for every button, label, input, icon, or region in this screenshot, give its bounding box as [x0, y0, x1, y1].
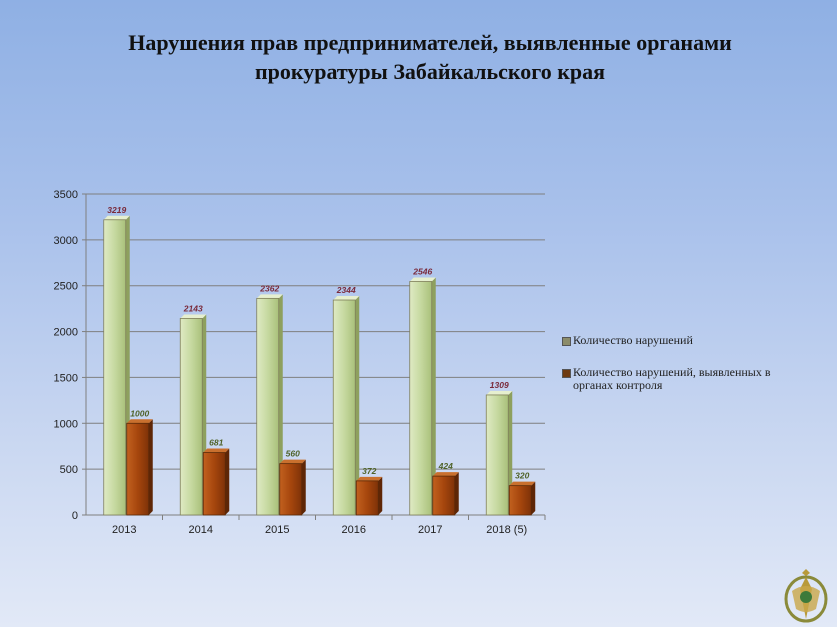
legend-label-total: Количество нарушений [573, 333, 693, 347]
x-tick-label: 2015 [265, 524, 289, 536]
bar-top-control [279, 459, 306, 464]
legend-item-total: Количество нарушений [562, 334, 792, 347]
y-tick-label: 1000 [54, 418, 78, 430]
bar-top-total [486, 390, 513, 395]
prosecutor-emblem-icon [784, 569, 828, 623]
data-label-total: 2344 [336, 285, 356, 295]
bar-top-total [180, 314, 207, 319]
bar-control [432, 475, 456, 516]
bar-control [279, 463, 303, 516]
bar-side-total [278, 294, 283, 515]
bar-top-control [509, 481, 536, 486]
bar-side-control [301, 459, 306, 515]
y-tick-label: 500 [60, 464, 78, 476]
y-tick-label: 3500 [54, 189, 78, 201]
bar-top-total [256, 294, 283, 299]
title-line-1: Нарушения прав предпринимателей, выявлен… [128, 30, 732, 55]
bar-top-total [103, 215, 130, 220]
bar-top-control [126, 419, 153, 424]
data-label-total: 1309 [490, 380, 509, 390]
y-tick-label: 1500 [54, 372, 78, 384]
bar-total [485, 394, 509, 516]
data-label-control: 424 [438, 461, 453, 471]
bar-side-control [454, 472, 459, 515]
data-label-total: 2143 [183, 303, 203, 313]
legend-label-control: Количество нарушений, выявленных в орган… [573, 365, 771, 392]
data-label-total: 3219 [107, 205, 126, 215]
data-label-total: 2362 [259, 283, 279, 293]
data-label-control: 372 [362, 466, 376, 476]
bar-side-control [225, 448, 230, 515]
bar-control [355, 480, 379, 516]
x-tick-label: 2014 [189, 524, 213, 536]
legend-swatch-control [562, 369, 571, 378]
y-tick-label: 0 [72, 510, 78, 522]
bar-control [202, 452, 226, 516]
bar-side-control [531, 481, 536, 515]
bar-side-control [378, 476, 383, 515]
bar-side-total [431, 277, 436, 515]
data-label-control: 560 [286, 449, 300, 459]
x-tick-label: 2013 [112, 524, 136, 536]
title-line-2: прокуратуры Забайкальского края [254, 59, 606, 84]
data-label-control: 1000 [130, 408, 149, 418]
y-tick-label: 2500 [54, 281, 78, 293]
data-label-total: 2546 [412, 266, 432, 276]
bar-top-total [333, 296, 360, 301]
bar-top-total [409, 277, 436, 282]
bar-side-total [355, 296, 360, 515]
bar-total [103, 219, 127, 516]
bar-total [332, 299, 356, 516]
chart-legend: Количество нарушений Количество нарушени… [562, 334, 792, 411]
legend-swatch-total [562, 337, 571, 346]
y-tick-label: 3000 [54, 235, 78, 247]
x-tick-label: 2018 (5) [486, 524, 527, 536]
bar-total [179, 318, 203, 516]
x-tick-label: 2017 [418, 524, 442, 536]
legend-item-control: Количество нарушений, выявленных в орган… [562, 366, 792, 392]
bar-top-control [356, 476, 383, 481]
bar-control [126, 422, 150, 516]
data-label-control: 681 [209, 438, 223, 448]
x-tick-label: 2016 [342, 524, 366, 536]
bar-total [256, 297, 280, 516]
y-tick-label: 2000 [54, 327, 78, 339]
bar-total [409, 281, 433, 516]
bar-top-control [432, 472, 459, 477]
page-title: Нарушения прав предпринимателей, выявлен… [60, 28, 800, 86]
bar-side-control [148, 419, 153, 515]
bar-top-control [203, 448, 230, 453]
bar-control [508, 485, 532, 516]
data-label-control: 320 [515, 471, 529, 481]
